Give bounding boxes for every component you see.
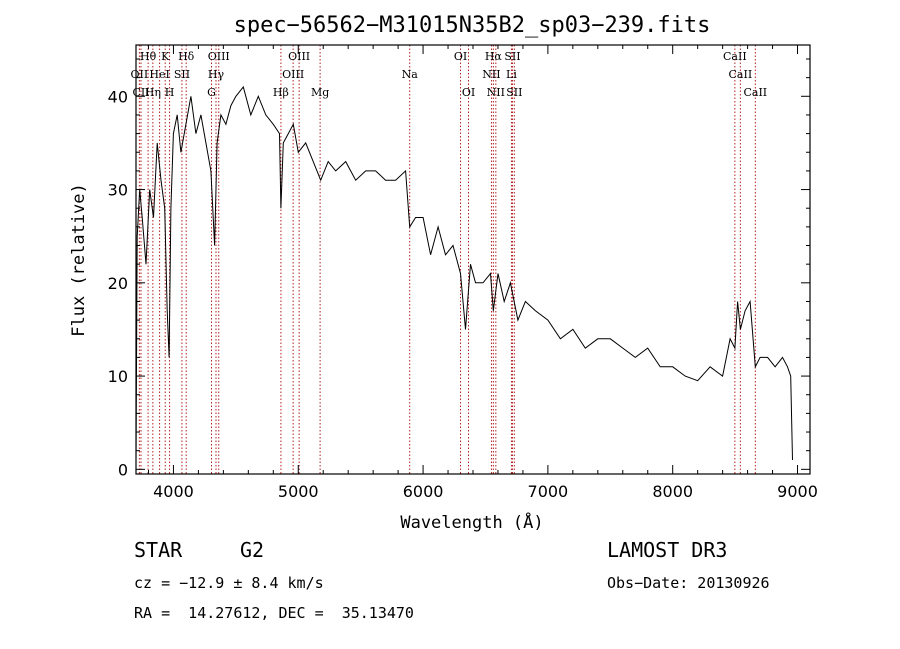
y-tick-label: 10 — [108, 367, 128, 386]
x-tick-label: 4000 — [153, 482, 194, 501]
chart-title: spec−56562−M31015N35B2_sp03−239.fits — [234, 13, 711, 38]
spectral-line-label: CaII — [729, 68, 753, 81]
spectral-line-label: K — [161, 50, 170, 63]
x-tick-label: 9000 — [777, 482, 818, 501]
spectrum-series-line — [135, 85, 793, 461]
spectral-line-label: Na — [402, 68, 419, 81]
plot-frame — [135, 44, 811, 475]
spectral-line-label: HeI — [149, 68, 169, 81]
object-subclass: G2 — [240, 538, 265, 562]
spectral-line-label: Mg — [311, 86, 329, 99]
y-tick-label: 40 — [108, 87, 128, 106]
axis-ticks: 4000 5000 6000 7000 8000 9000 0 10 20 30 40 — [108, 45, 818, 501]
spectral-line-label: Hη — [145, 86, 161, 99]
spectral-line-label: SII — [504, 50, 520, 63]
spectral-line-label: Hγ — [208, 68, 225, 81]
y-axis-label: Flux (relative) — [69, 183, 89, 337]
spectral-line-label: G — [207, 86, 216, 99]
spectral-line-label: CaII — [723, 50, 747, 63]
spectral-line-label: OI — [462, 86, 475, 99]
spectral-line-markers — [138, 45, 756, 474]
y-tick-label: 30 — [108, 181, 128, 200]
spectral-line-label: OIII — [282, 68, 304, 81]
y-tick-label: 0 — [118, 460, 128, 479]
x-tick-label: 6000 — [403, 482, 444, 501]
object-class: STAR — [134, 538, 183, 562]
spectral-line-label: Li — [506, 68, 517, 81]
spectral-line-label: NII — [487, 86, 505, 99]
coordinates-readout: RA = 14.27612, DEC = 35.13470 — [134, 604, 414, 622]
observation-date: Obs−Date: 20130926 — [607, 574, 770, 592]
spectral-line-label: H — [165, 86, 175, 99]
spectral-line-label: SII — [174, 68, 190, 81]
spectral-line-label: OII — [131, 68, 149, 81]
spectral-line-label: Hα — [485, 50, 503, 63]
x-axis-label: Wavelength (Å) — [400, 511, 543, 533]
spectral-line-label: CII — [132, 86, 149, 99]
spectral-line-label: Hβ — [273, 86, 289, 99]
y-tick-label: 20 — [108, 274, 128, 293]
redshift-readout: cz = −12.9 ± 8.4 km/s — [134, 574, 324, 592]
spectral-line-label: OI — [454, 50, 467, 63]
x-tick-label: 8000 — [652, 482, 693, 501]
x-tick-label: 5000 — [278, 482, 319, 501]
x-tick-label: 7000 — [528, 482, 569, 501]
spectral-line-label: NII — [482, 68, 500, 81]
spectral-line-label: OIII — [208, 50, 230, 63]
spectral-line-label: Hδ — [178, 50, 195, 63]
survey-name: LAMOST DR3 — [607, 538, 728, 562]
spectral-line-label: Hθ — [140, 50, 157, 63]
spectral-line-label: SII — [506, 86, 522, 99]
spectral-line-label: CaII — [743, 86, 767, 99]
spectral-line-label: OIII — [288, 50, 310, 63]
